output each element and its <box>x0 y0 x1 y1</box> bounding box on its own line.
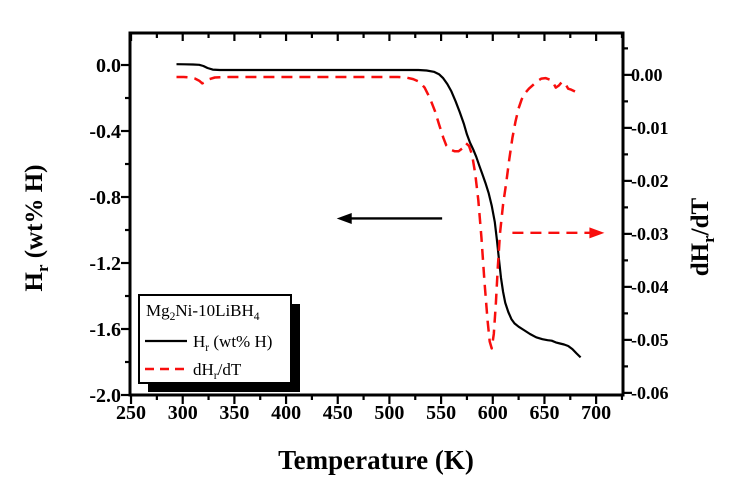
y-left-tick-label: -0.4 <box>89 121 121 143</box>
hr-axis-arrow-head <box>336 212 352 224</box>
legend-entry-label: Hr (wt% H) <box>193 332 272 354</box>
series-hr-line <box>176 63 582 359</box>
y-left-tick-label: 0.0 <box>96 55 121 77</box>
y-left-tick-label: -1.6 <box>89 319 121 341</box>
y-left-tick-label: -1.2 <box>89 253 121 275</box>
legend-entry-label: dHr/dT <box>193 360 242 382</box>
y-left-tick-label: -0.8 <box>89 187 121 209</box>
dhrdt-axis-arrow-head <box>589 227 605 239</box>
y-right-tick-label: -0.06 <box>631 383 669 403</box>
y-right-tick-label: -0.04 <box>631 277 669 297</box>
x-tick-label: 600 <box>478 402 508 424</box>
x-tick-label: 350 <box>219 402 249 424</box>
x-tick-label: 550 <box>426 402 456 424</box>
y-right-tick-label: -0.01 <box>631 118 669 138</box>
y-left-axis-title: Hr (wt% H) <box>21 165 52 292</box>
y-right-tick-label: 0.00 <box>631 65 663 85</box>
y-left-tick-label: -2.0 <box>89 385 121 407</box>
y-right-axis-title: dHr/dT <box>687 197 718 276</box>
x-tick-label: 700 <box>581 402 611 424</box>
x-tick-label: 650 <box>529 402 559 424</box>
y-right-tick-label: -0.05 <box>631 330 669 350</box>
plot-frame <box>128 31 625 397</box>
x-tick-label: 500 <box>374 402 404 424</box>
y-right-tick-label: -0.02 <box>631 171 669 191</box>
x-tick-label: 450 <box>323 402 353 424</box>
x-tick-label: 400 <box>271 402 301 424</box>
x-tick-label: 300 <box>168 402 198 424</box>
x-axis-title: Temperature (K) <box>278 445 474 475</box>
legend-title: Mg2Ni-10LiBH4 <box>146 301 260 323</box>
y-right-tick-label: -0.03 <box>631 224 669 244</box>
x-tick-label: 250 <box>116 402 146 424</box>
